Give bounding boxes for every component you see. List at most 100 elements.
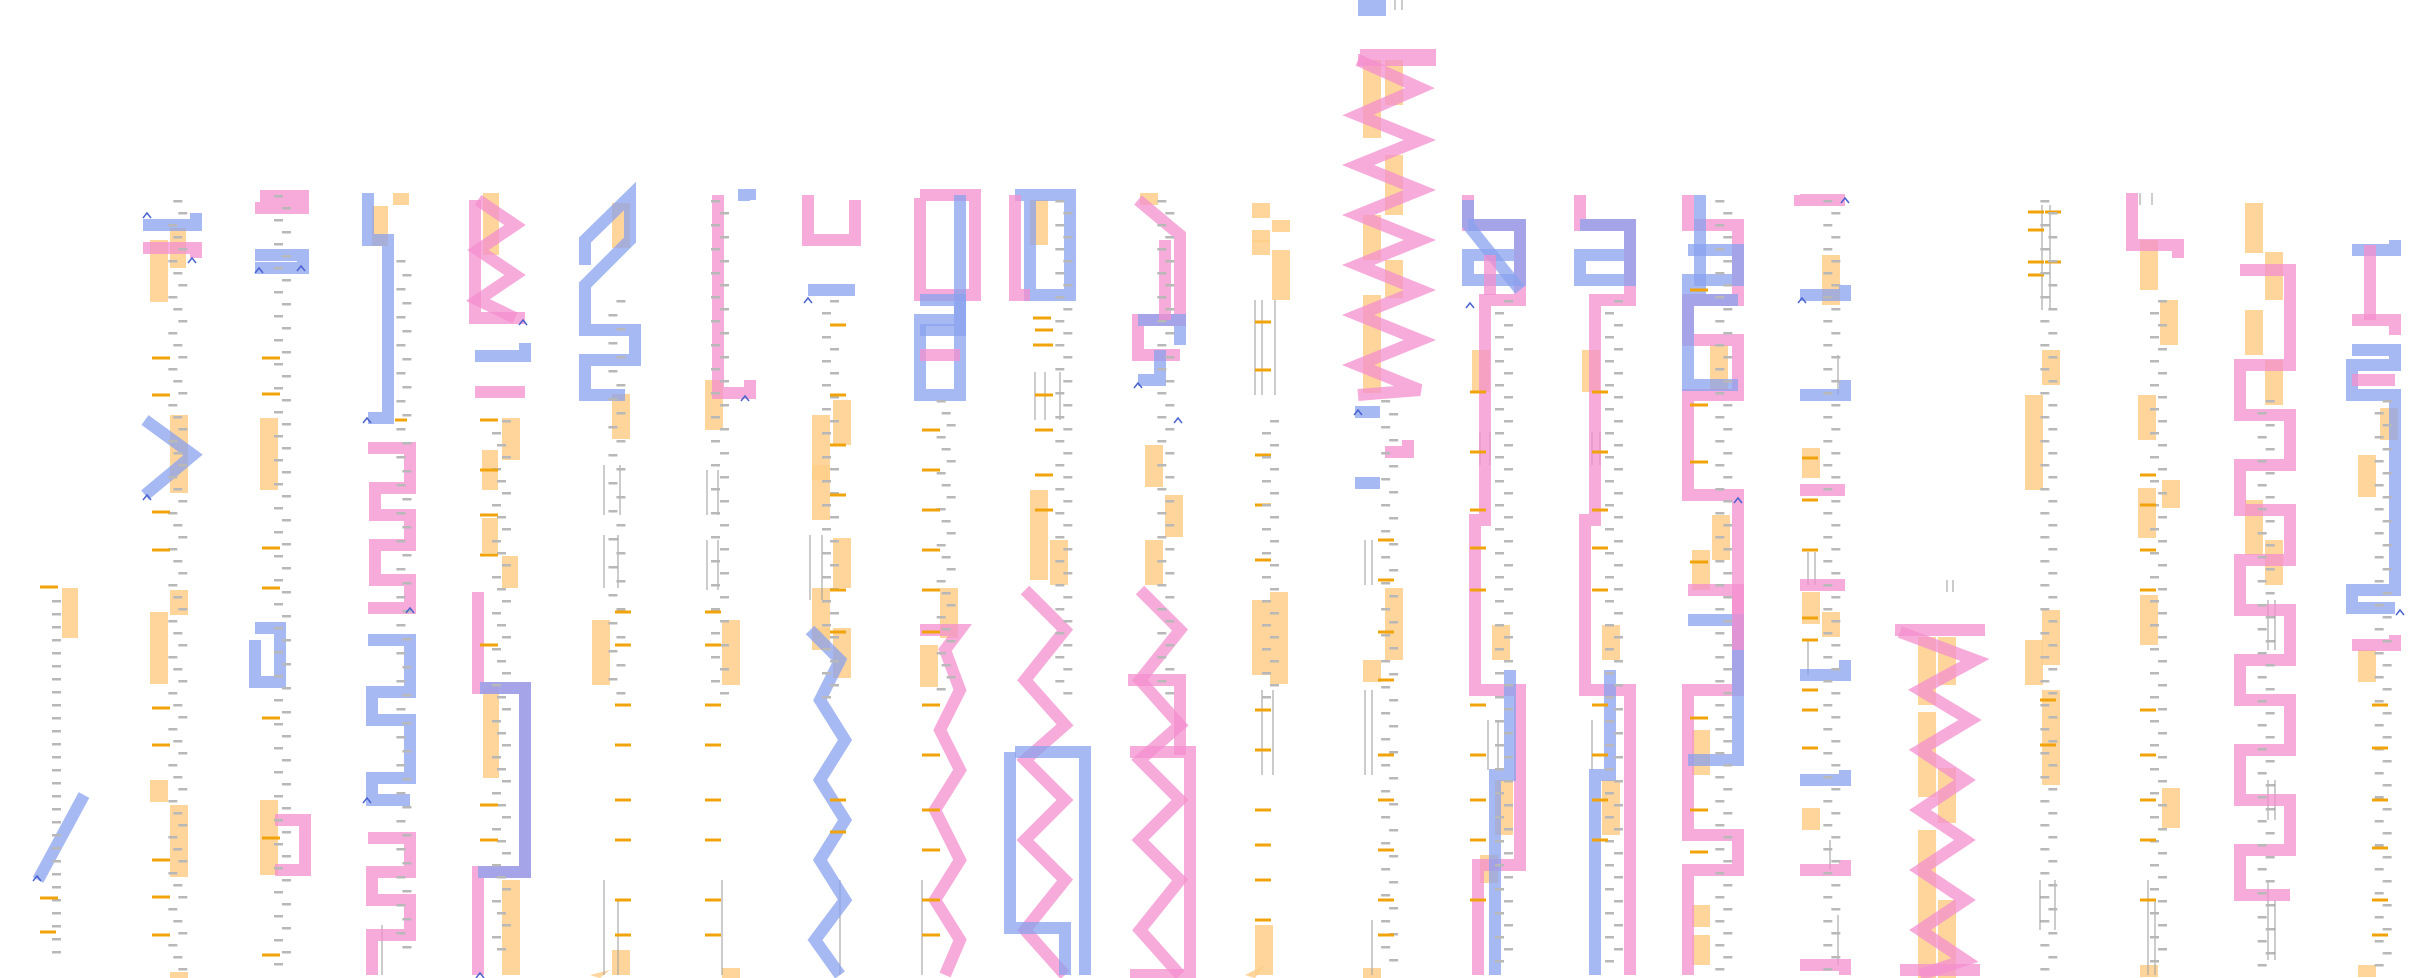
small-label-mark [608, 594, 618, 597]
small-label-mark [2265, 808, 2275, 811]
small-label-mark [2150, 456, 2159, 459]
small-label-mark [616, 356, 626, 359]
small-label-mark [2048, 548, 2058, 551]
small-label-mark [1605, 624, 1614, 627]
small-label-mark [1823, 584, 1833, 587]
small-label-mark [1723, 404, 1733, 407]
small-label-mark [1262, 648, 1271, 651]
small-label-mark [1715, 440, 1725, 443]
small-label-mark [2265, 880, 2275, 883]
small-label-mark [2150, 408, 2159, 411]
small-label-mark [2257, 628, 2267, 631]
small-label-mark [1723, 260, 1733, 263]
small-label-mark [608, 510, 618, 513]
small-label-mark [2150, 912, 2159, 915]
small-label-mark [1504, 540, 1513, 543]
small-label-mark [1614, 852, 1623, 855]
path-pink-lane12a [1385, 440, 1414, 458]
small-label-mark [1495, 816, 1504, 819]
small-label-mark [2257, 748, 2267, 751]
small-label-mark [173, 380, 183, 383]
small-label-mark [2040, 584, 2050, 587]
small-label-mark [492, 792, 501, 795]
small-label-mark [608, 314, 618, 317]
small-label-mark [2265, 688, 2275, 691]
orange-block [260, 418, 278, 490]
path-pink-lane12-cap [1358, 49, 1436, 66]
small-label-mark [1723, 548, 1733, 551]
path-blue-lane16b [1800, 380, 1851, 401]
small-label-mark [711, 608, 720, 611]
small-label-mark [396, 708, 406, 711]
path-pink-lane16e [1800, 959, 1851, 975]
small-label-mark [2048, 284, 2058, 287]
small-label-mark [936, 652, 946, 655]
small-label-mark [1389, 413, 1399, 416]
small-label-mark [2158, 468, 2167, 471]
small-label-mark [1823, 416, 1833, 419]
small-label-mark [822, 624, 831, 627]
small-label-mark [1165, 404, 1175, 407]
path-pink-lane12-zig [1341, 54, 1437, 401]
small-label-mark [1723, 308, 1733, 311]
small-label-mark [616, 328, 626, 331]
small-label-mark [1381, 452, 1391, 455]
small-label-mark [2150, 384, 2159, 387]
small-label-mark [1723, 284, 1733, 287]
orange-block [2140, 240, 2158, 290]
small-label-mark [2382, 784, 2392, 787]
small-label-mark [1605, 960, 1614, 963]
small-label-mark [2048, 236, 2058, 239]
small-label-mark [1381, 738, 1391, 741]
small-label-mark [720, 524, 729, 527]
orange-block [2042, 610, 2060, 665]
small-label-mark [1270, 420, 1279, 423]
small-label-mark [1823, 920, 1833, 923]
small-label-mark [52, 678, 61, 681]
small-label-mark [1715, 512, 1725, 515]
small-label-mark [1165, 476, 1175, 479]
small-label-mark [2040, 272, 2050, 275]
small-label-mark [2382, 496, 2392, 499]
small-label-mark [2265, 856, 2275, 859]
small-label-mark [711, 584, 720, 587]
small-label-mark [1723, 380, 1733, 383]
small-label-mark [2158, 612, 2167, 615]
small-label-mark [1165, 284, 1175, 287]
small-label-mark [1823, 632, 1833, 635]
small-label-mark [2374, 772, 2384, 775]
small-label-mark [1165, 428, 1175, 431]
small-label-mark [822, 552, 831, 555]
small-label-mark [492, 936, 501, 939]
small-label-mark [2040, 224, 2050, 227]
path-blue-lane8b [920, 294, 966, 336]
small-label-mark [178, 500, 188, 503]
small-label-mark [282, 399, 291, 402]
small-label-mark [2257, 460, 2267, 463]
path-blue-lane15a [1694, 195, 1738, 306]
small-label-mark [2158, 372, 2167, 375]
small-label-mark [2040, 440, 2050, 443]
small-label-mark [1063, 284, 1073, 287]
small-label-mark [2048, 524, 2058, 527]
small-label-mark [1381, 582, 1391, 585]
small-label-mark [168, 476, 178, 479]
small-label-mark [1614, 372, 1623, 375]
small-label-mark [497, 876, 506, 879]
small-label-mark [2048, 668, 2058, 671]
small-label-mark [1831, 428, 1841, 431]
small-label-mark [1063, 596, 1073, 599]
small-label-mark [1614, 492, 1623, 495]
orange-block [483, 686, 499, 778]
small-label-mark [2374, 796, 2384, 799]
small-label-mark [1270, 564, 1279, 567]
small-label-mark [1063, 692, 1073, 695]
small-label-mark [2265, 664, 2275, 667]
small-label-mark [402, 526, 412, 529]
small-label-mark [173, 344, 183, 347]
small-label-mark [1605, 840, 1614, 843]
small-label-mark [2150, 888, 2159, 891]
small-label-mark [1495, 768, 1504, 771]
small-label-mark [282, 447, 291, 450]
small-label-mark [1723, 668, 1733, 671]
